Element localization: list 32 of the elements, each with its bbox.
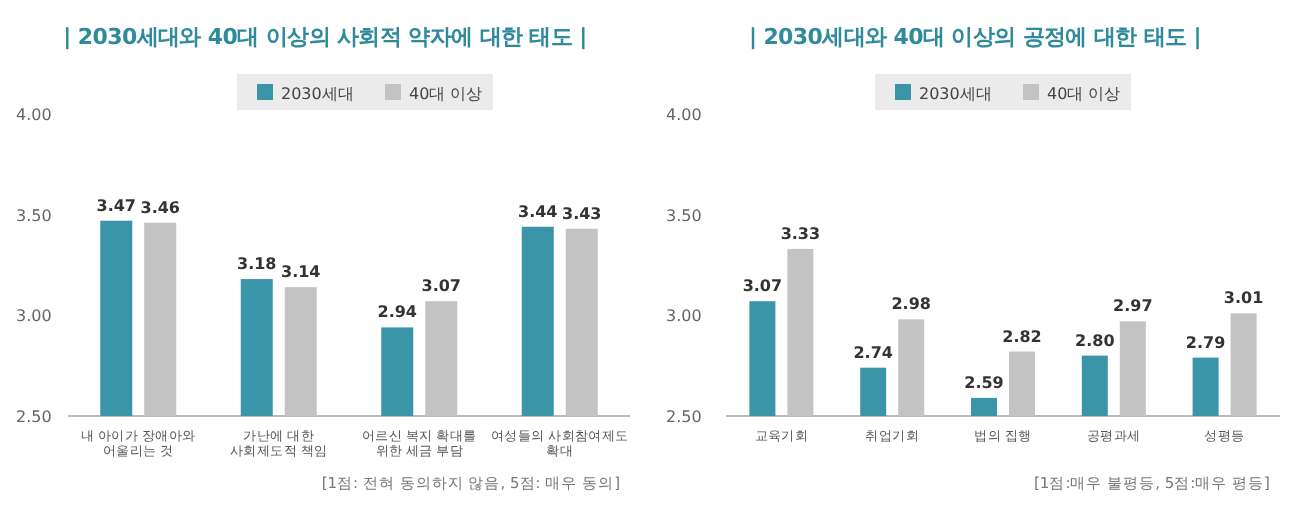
y-tick-label: 3.00 — [16, 307, 52, 326]
data-label: 3.14 — [281, 263, 322, 282]
data-label: 3.33 — [780, 224, 821, 243]
data-label: 3.46 — [140, 198, 181, 217]
data-label: 2.98 — [891, 295, 932, 314]
y-tick-label: 3.50 — [16, 206, 52, 225]
data-label: 3.18 — [237, 255, 278, 274]
data-label: 2.82 — [1002, 327, 1042, 346]
legend-label: 2030세대 — [281, 85, 354, 103]
legend-label: 2030세대 — [919, 85, 992, 103]
data-label: 2.74 — [853, 343, 894, 362]
y-tick-label: 2.50 — [666, 408, 702, 426]
y-tick-label: 3.50 — [666, 206, 702, 225]
data-label: 3.07 — [742, 277, 783, 296]
y-tick-label: 4.00 — [666, 106, 702, 124]
data-label: 2.80 — [1075, 331, 1116, 350]
data-label: 2.79 — [1185, 333, 1227, 352]
data-label: 2.94 — [377, 303, 418, 322]
data-label: 3.01 — [1223, 289, 1265, 308]
legend-label: 40대 이상 — [1047, 85, 1121, 103]
legend-label: 40대 이상 — [409, 85, 483, 103]
data-label: 3.07 — [421, 277, 461, 296]
data-label: 3.47 — [96, 196, 136, 215]
chart-title: | 2030세대와 40대 이상의 사회적 약자에 대한 태도 | — [63, 24, 587, 50]
data-label: 3.44 — [518, 202, 559, 221]
y-tick-label: 3.00 — [666, 307, 702, 326]
data-label: 2.59 — [964, 373, 1005, 392]
y-tick-label: 4.00 — [16, 106, 52, 124]
y-tick-label: 2.50 — [16, 408, 52, 426]
data-label: 3.43 — [562, 204, 602, 223]
data-label: 2.97 — [1113, 297, 1153, 316]
chart-title: | 2030세대와 40대 이상의 공정에 대한 태도 | — [748, 24, 1202, 50]
